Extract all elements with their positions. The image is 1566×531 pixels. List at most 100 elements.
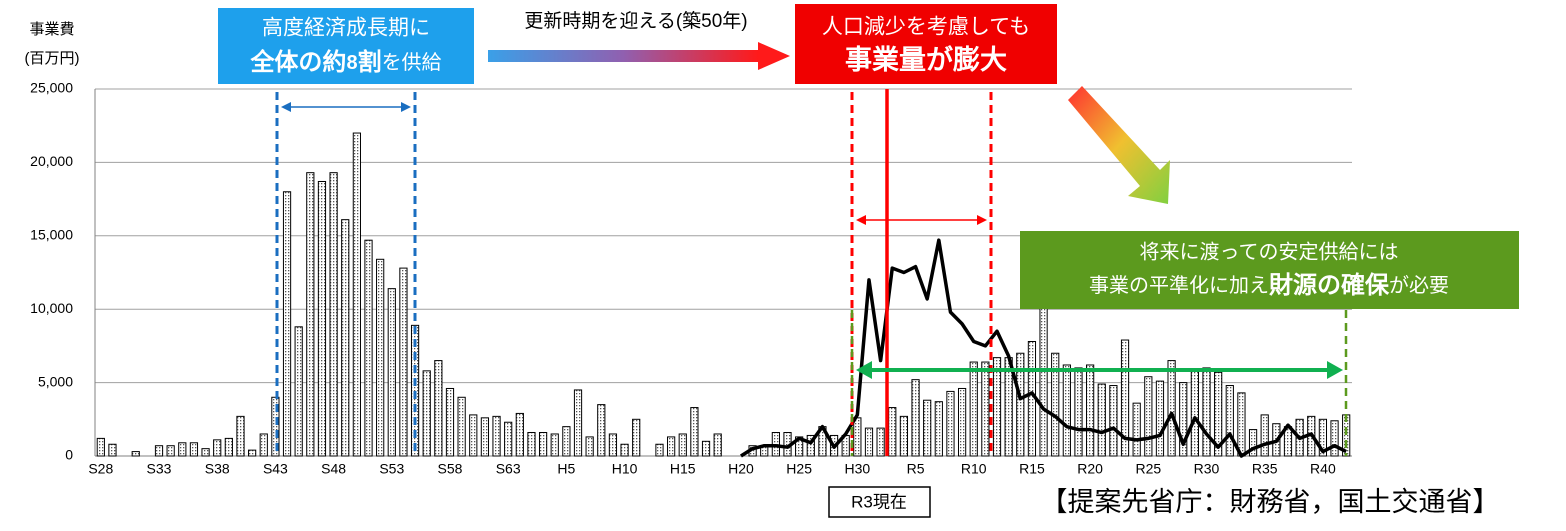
bar [1039,301,1048,457]
bar [1318,418,1328,457]
bar [341,219,350,457]
bar [1260,414,1269,457]
x-tick-label: H15 [670,461,696,477]
arrow-head [856,215,866,225]
bar [1248,429,1258,457]
bar [224,437,233,457]
bar [1144,376,1153,457]
arrow-head [281,102,291,112]
bar [294,326,303,457]
bar [96,437,105,457]
arrow-head [1327,361,1343,379]
bar [620,443,629,457]
x-tick-label: R35 [1252,461,1278,477]
y-tick-label: 5,000 [38,373,73,389]
bar [329,172,338,457]
x-tick-label: S58 [438,461,463,477]
annotation: 事業の平準化に加え [1089,274,1269,297]
bar [562,426,571,457]
bar [399,267,408,457]
bar [888,407,897,457]
annotation: 財源の確保 [1269,271,1390,299]
annotation: 人口減少を考慮しても [822,16,1030,39]
bar [108,443,117,457]
bar [317,180,327,457]
bar [876,427,885,457]
bar [1051,352,1060,457]
annotation: が必要 [1389,274,1449,297]
annotation: を供給 [382,51,442,74]
x-tick-label: S48 [321,461,346,477]
bar [573,389,583,457]
line [740,238,1347,458]
x-tick-label: R30 [1194,461,1220,477]
x-tick-label: H20 [728,461,754,477]
bar [1120,339,1130,457]
y-axis-label: 事業費 [29,21,74,38]
bar [434,360,443,457]
annotation: 全体の約 [249,48,346,76]
bar [667,436,676,457]
x-tick-label: R15 [1019,461,1045,477]
arrow-head [856,361,872,379]
bar [364,239,373,457]
bar [678,433,687,457]
bar [1330,420,1339,457]
x-tick-label: R40 [1310,461,1336,477]
arrow-head [977,215,987,225]
bar [1225,385,1234,457]
bar [608,433,618,457]
bar [376,258,385,457]
y-tick-label: 25,000 [30,80,73,96]
bar [1074,367,1083,457]
x-tick-label: R5 [907,461,925,477]
bar [259,433,268,457]
bar [271,396,280,457]
bar [701,440,711,457]
annotation: 将来に渡っての安定供給には [1140,240,1399,263]
bar [1062,364,1071,457]
bar [422,370,431,457]
x-tick-label: S53 [379,461,404,477]
y-tick-label: 20,000 [30,153,73,169]
y-tick-label: 0 [65,447,73,463]
bar [410,324,420,457]
bar [469,414,478,457]
bar [248,449,257,457]
x-tick-label: R20 [1077,461,1103,477]
bar [946,390,955,457]
bar [713,433,722,457]
bar [597,404,606,457]
bar [550,433,559,457]
bar [387,288,396,457]
bar [911,379,920,457]
y-tick-label: 15,000 [30,227,73,243]
bar [853,417,862,457]
bar [131,451,140,457]
bar [690,407,699,457]
annotation: 全体の約8割を供給 [249,48,441,76]
annotation-box [1020,231,1519,309]
annotation-box [218,8,474,84]
x-tick-label: S28 [88,461,113,477]
annotation: 割 [358,48,382,76]
arrow [1068,86,1170,204]
annotation: 事業量が膨大 [845,44,1007,75]
bar [1214,371,1223,457]
bar [236,415,245,457]
bar [1202,367,1211,457]
bar [957,387,967,457]
arrow [488,50,758,62]
bar [923,399,932,457]
bar [1109,385,1118,457]
bar [480,417,490,457]
x-tick-label: S63 [496,461,521,477]
bar [504,421,513,457]
bar [213,439,222,457]
annotation: 高度経済成長期に [262,17,430,40]
x-tick-label: H5 [557,461,575,477]
bar [457,396,466,457]
x-tick-label: H25 [786,461,812,477]
bar [352,132,361,457]
